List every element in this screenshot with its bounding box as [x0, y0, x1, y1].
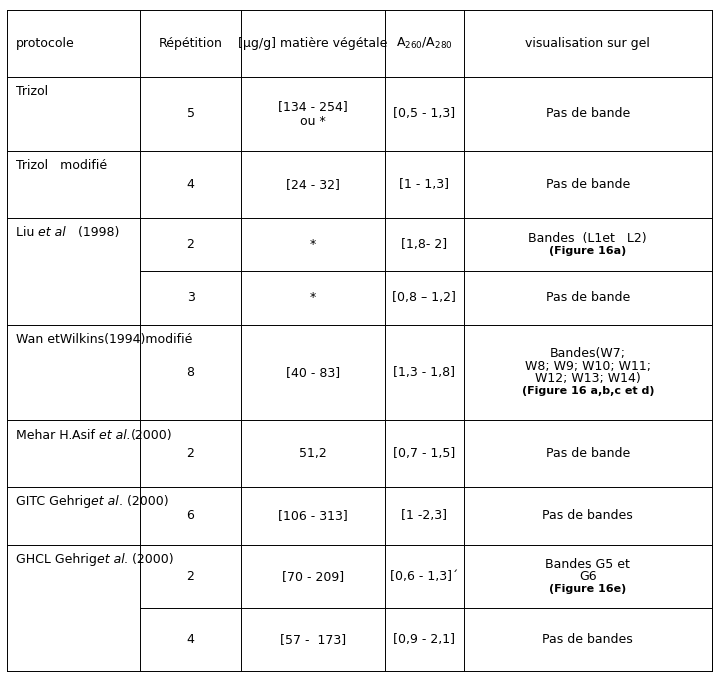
- Text: [134 - 254]
ou *: [134 - 254] ou *: [278, 100, 348, 128]
- Text: Bandes G5 et: Bandes G5 et: [545, 558, 631, 571]
- Text: Wan etWilkins(1994)modifié: Wan etWilkins(1994)modifié: [16, 333, 192, 346]
- Text: Répétition: Répétition: [159, 37, 222, 50]
- Text: Pas de bande: Pas de bande: [546, 108, 630, 121]
- Text: Pas de bande: Pas de bande: [546, 178, 630, 191]
- Text: 2: 2: [187, 570, 194, 583]
- Text: Pas de bandes: Pas de bandes: [542, 509, 633, 522]
- Text: [0,8 – 1,2]: [0,8 – 1,2]: [393, 291, 456, 304]
- Text: et al: et al: [38, 226, 66, 239]
- Text: (Figure 16a): (Figure 16a): [549, 246, 626, 255]
- Text: *: *: [310, 238, 316, 251]
- Text: 4: 4: [187, 633, 194, 646]
- Text: visualisation sur gel: visualisation sur gel: [526, 37, 650, 50]
- Text: [1 -2,3]: [1 -2,3]: [401, 509, 447, 522]
- Text: 2: 2: [187, 447, 194, 460]
- Text: [μg/g] matière végétale: [μg/g] matière végétale: [238, 37, 388, 50]
- Text: Liu: Liu: [16, 226, 38, 239]
- Text: Pas de bandes: Pas de bandes: [542, 633, 633, 646]
- Text: et al.: et al.: [99, 428, 131, 441]
- Text: W12; W13; W14): W12; W13; W14): [535, 373, 641, 385]
- Text: et al: et al: [91, 495, 119, 508]
- Text: 5: 5: [186, 108, 195, 121]
- Text: [1 - 1,3]: [1 - 1,3]: [399, 178, 449, 191]
- Text: [1,3 - 1,8]: [1,3 - 1,8]: [393, 366, 455, 379]
- Text: 6: 6: [187, 509, 194, 522]
- Text: (Figure 16 a,b,c et d): (Figure 16 a,b,c et d): [521, 386, 654, 396]
- Text: (Figure 16e): (Figure 16e): [549, 584, 626, 594]
- Text: [0,5 - 1,3]: [0,5 - 1,3]: [393, 108, 455, 121]
- Text: 4: 4: [187, 178, 194, 191]
- Text: Trizol: Trizol: [16, 85, 48, 98]
- Text: (1998): (1998): [66, 226, 119, 239]
- Text: protocole: protocole: [16, 37, 75, 50]
- Text: GITC Gehrig: GITC Gehrig: [16, 495, 91, 508]
- Text: [57 -  173]: [57 - 173]: [280, 633, 346, 646]
- Text: [0,6 - 1,3]´: [0,6 - 1,3]´: [390, 570, 458, 583]
- Text: . (2000): . (2000): [124, 554, 174, 567]
- Text: GHCL Gehrig: GHCL Gehrig: [16, 554, 96, 567]
- Text: *: *: [310, 291, 316, 304]
- Text: W8; W9; W10; W11;: W8; W9; W10; W11;: [525, 360, 651, 373]
- Text: (2000): (2000): [131, 428, 173, 441]
- Text: Pas de bande: Pas de bande: [546, 447, 630, 460]
- Text: [106 - 313]: [106 - 313]: [278, 509, 348, 522]
- Text: 51,2: 51,2: [299, 447, 326, 460]
- Text: [0,9 - 2,1]: [0,9 - 2,1]: [393, 633, 455, 646]
- Text: A$_{260}$/A$_{280}$: A$_{260}$/A$_{280}$: [396, 36, 452, 51]
- Text: Trizol   modifié: Trizol modifié: [16, 159, 107, 172]
- Text: [1,8- 2]: [1,8- 2]: [401, 238, 447, 251]
- Text: 8: 8: [186, 366, 195, 379]
- Text: [0,7 - 1,5]: [0,7 - 1,5]: [393, 447, 455, 460]
- Text: Mehar H.: Mehar H.: [16, 428, 72, 441]
- Text: Bandes(W7;: Bandes(W7;: [550, 347, 626, 360]
- Text: et al: et al: [96, 554, 124, 567]
- Text: [40 - 83]: [40 - 83]: [285, 366, 340, 379]
- Text: 2: 2: [187, 238, 194, 251]
- Text: 3: 3: [187, 291, 194, 304]
- Text: G6: G6: [579, 570, 597, 583]
- Text: . (2000): . (2000): [119, 495, 168, 508]
- Text: [70 - 209]: [70 - 209]: [282, 570, 344, 583]
- Text: [24 - 32]: [24 - 32]: [286, 178, 339, 191]
- Text: Pas de bande: Pas de bande: [546, 291, 630, 304]
- Text: Bandes  (L1et   L2): Bandes (L1et L2): [528, 232, 647, 244]
- Text: Asif: Asif: [72, 428, 99, 441]
